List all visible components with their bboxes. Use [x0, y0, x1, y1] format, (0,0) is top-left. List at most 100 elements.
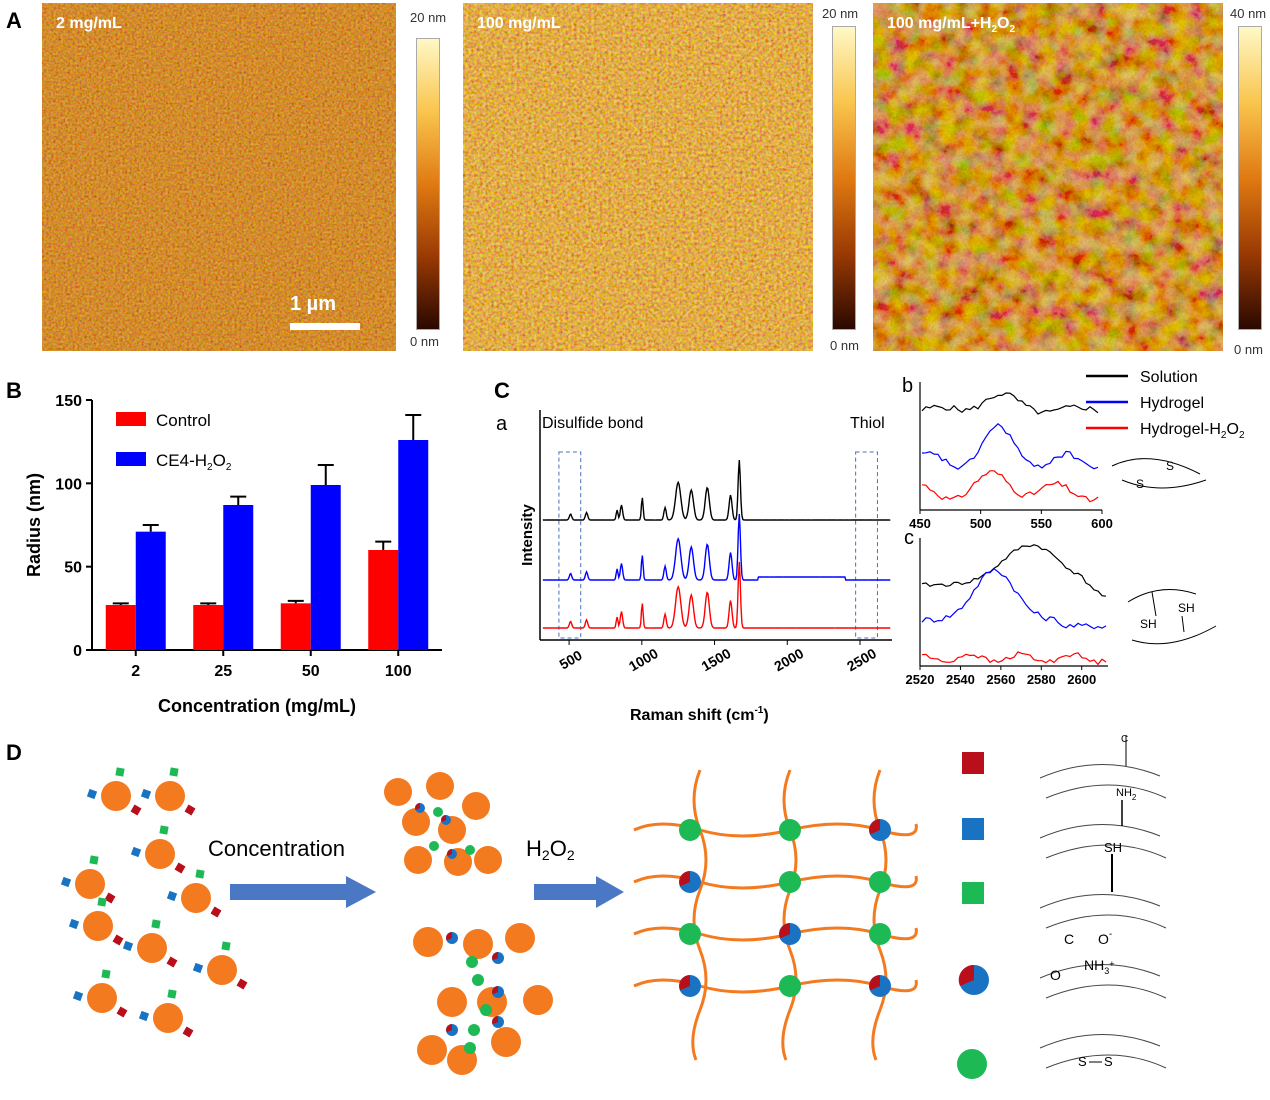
x-tick-label: 2500 [844, 645, 879, 675]
crosslink-dot [429, 841, 439, 851]
colorbar-3-top: 40 nm [1230, 6, 1267, 21]
network-chain-v [691, 769, 708, 1061]
chem-bond [1151, 591, 1157, 617]
functional-group [236, 978, 248, 990]
protein-particle [83, 911, 113, 941]
inset-c-spectrum [921, 544, 1107, 597]
protein-particle [384, 778, 412, 806]
afm-label-2: 100 mg/mL [477, 15, 561, 32]
functional-group [122, 940, 134, 952]
chem-coo-c: C [1064, 931, 1074, 947]
crosslink-dot [679, 819, 701, 841]
protein-particle [462, 792, 490, 820]
colorbar-2-top: 20 nm [822, 6, 859, 21]
x-axis-label: Concentration (mg/mL) [158, 696, 356, 716]
ionic-crosslink-half [869, 975, 880, 991]
y-tick-label: 0 [73, 643, 82, 660]
chem-chain [1121, 479, 1207, 489]
y-tick-label: 100 [55, 476, 82, 493]
ionic-crosslink-half [492, 952, 498, 961]
legend-hydrogel: Hydrogel [1140, 395, 1204, 412]
inset-b-spectrum [921, 470, 1099, 503]
panel-label-d: D [6, 740, 22, 765]
ionic-crosslink-half [679, 871, 690, 887]
bar-ce4 [398, 440, 429, 650]
ionic-crosslink-half [869, 819, 880, 835]
functional-group [159, 825, 169, 835]
chem-s2: S [1104, 1054, 1113, 1069]
functional-group [174, 862, 186, 874]
chain-ss [1039, 1034, 1161, 1049]
colorbar-1 [416, 38, 440, 330]
afm-image-100mgml: 100 mg/mL [463, 3, 813, 351]
afm-label-1: 2 mg/mL [56, 15, 122, 32]
protein-particle [491, 1027, 521, 1057]
functional-group [60, 876, 72, 888]
functional-group [68, 918, 80, 930]
chem-s2: S [1166, 459, 1174, 473]
functional-group [89, 855, 99, 865]
crosslink-dot [480, 1004, 492, 1016]
functional-group [112, 934, 124, 946]
raman-spectra: 500 1000 1500 2000 2500 Raman shift (cm-1) Int… [496, 370, 1245, 724]
annotation-thiol: Thiol [850, 415, 885, 432]
x-tick-label: 100 [385, 663, 412, 680]
subpanel-c-label: c [904, 527, 914, 549]
legend-square-green [962, 882, 984, 904]
functional-group [138, 1010, 150, 1022]
inset-c-spectrum [921, 651, 1107, 666]
protein-particle [402, 808, 430, 836]
chem-chain [1131, 625, 1217, 645]
chem-coo-o: O- [1098, 929, 1112, 947]
bar-control [368, 550, 399, 650]
functional-group [130, 804, 142, 816]
spectrum-solution [542, 459, 891, 521]
network-chain-v [871, 769, 888, 1061]
crosslink-dot [466, 956, 478, 968]
ionic-crosslink-half [679, 975, 690, 991]
functional-group [166, 890, 178, 902]
x-tick-label: 2580 [1027, 672, 1056, 687]
crosslink-dot [433, 807, 443, 817]
x-tick-label: 2 [131, 663, 140, 680]
chem-coo-o2: O [1050, 967, 1061, 983]
functional-group [97, 897, 107, 907]
bar-ce4 [135, 531, 166, 650]
y-tick-label: 150 [55, 393, 82, 410]
panel-label-b: B [6, 378, 22, 403]
network-chain-v [781, 769, 798, 1061]
protein-particle [404, 846, 432, 874]
inset-c-spectrum [921, 568, 1107, 630]
chain-ionic [1039, 964, 1161, 979]
functional-group [195, 869, 205, 879]
x-tick-label: 25 [214, 663, 232, 680]
colorbar-1-bottom: 0 nm [410, 334, 439, 349]
ionic-crosslink-half [492, 986, 498, 995]
afm-image-2mgml: 2 mg/mL 1 µm [42, 3, 396, 351]
protein-particle [207, 955, 237, 985]
ionic-crosslink-half [415, 803, 420, 810]
chem-bond [1181, 615, 1185, 633]
chem-chain [1111, 458, 1201, 475]
ionic-crosslink-half [441, 815, 446, 822]
chain-cooh [1045, 784, 1167, 799]
functional-group [115, 767, 125, 777]
colorbar-2-bottom: 0 nm [830, 338, 859, 353]
protein-particle [523, 985, 553, 1015]
crosslink-dot [869, 871, 891, 893]
functional-group [192, 962, 204, 974]
bar-chart-radius: 0 50 100 150 2 25 50 100 Concentration (mg/mL) Ra… [24, 393, 442, 716]
functional-group [210, 906, 222, 918]
afm-image-100mgml-h2o2: 100 mg/mL+H2O2 [873, 3, 1223, 351]
protein-particle [87, 983, 117, 1013]
x-tick-label: 500 [970, 516, 992, 531]
gelation-schematic: Concentration H2O2 C O OH NH2 SH C O- O NH3+ S S [60, 730, 1167, 1079]
protein-particle [437, 987, 467, 1017]
legend-swatch-ce4 [116, 452, 146, 466]
chem-sh1: SH [1140, 617, 1157, 631]
functional-group [140, 788, 152, 800]
chain-sh [1045, 914, 1167, 929]
arrow-concentration [230, 876, 376, 908]
chain-ionic [1045, 984, 1167, 999]
protein-particle [181, 883, 211, 913]
